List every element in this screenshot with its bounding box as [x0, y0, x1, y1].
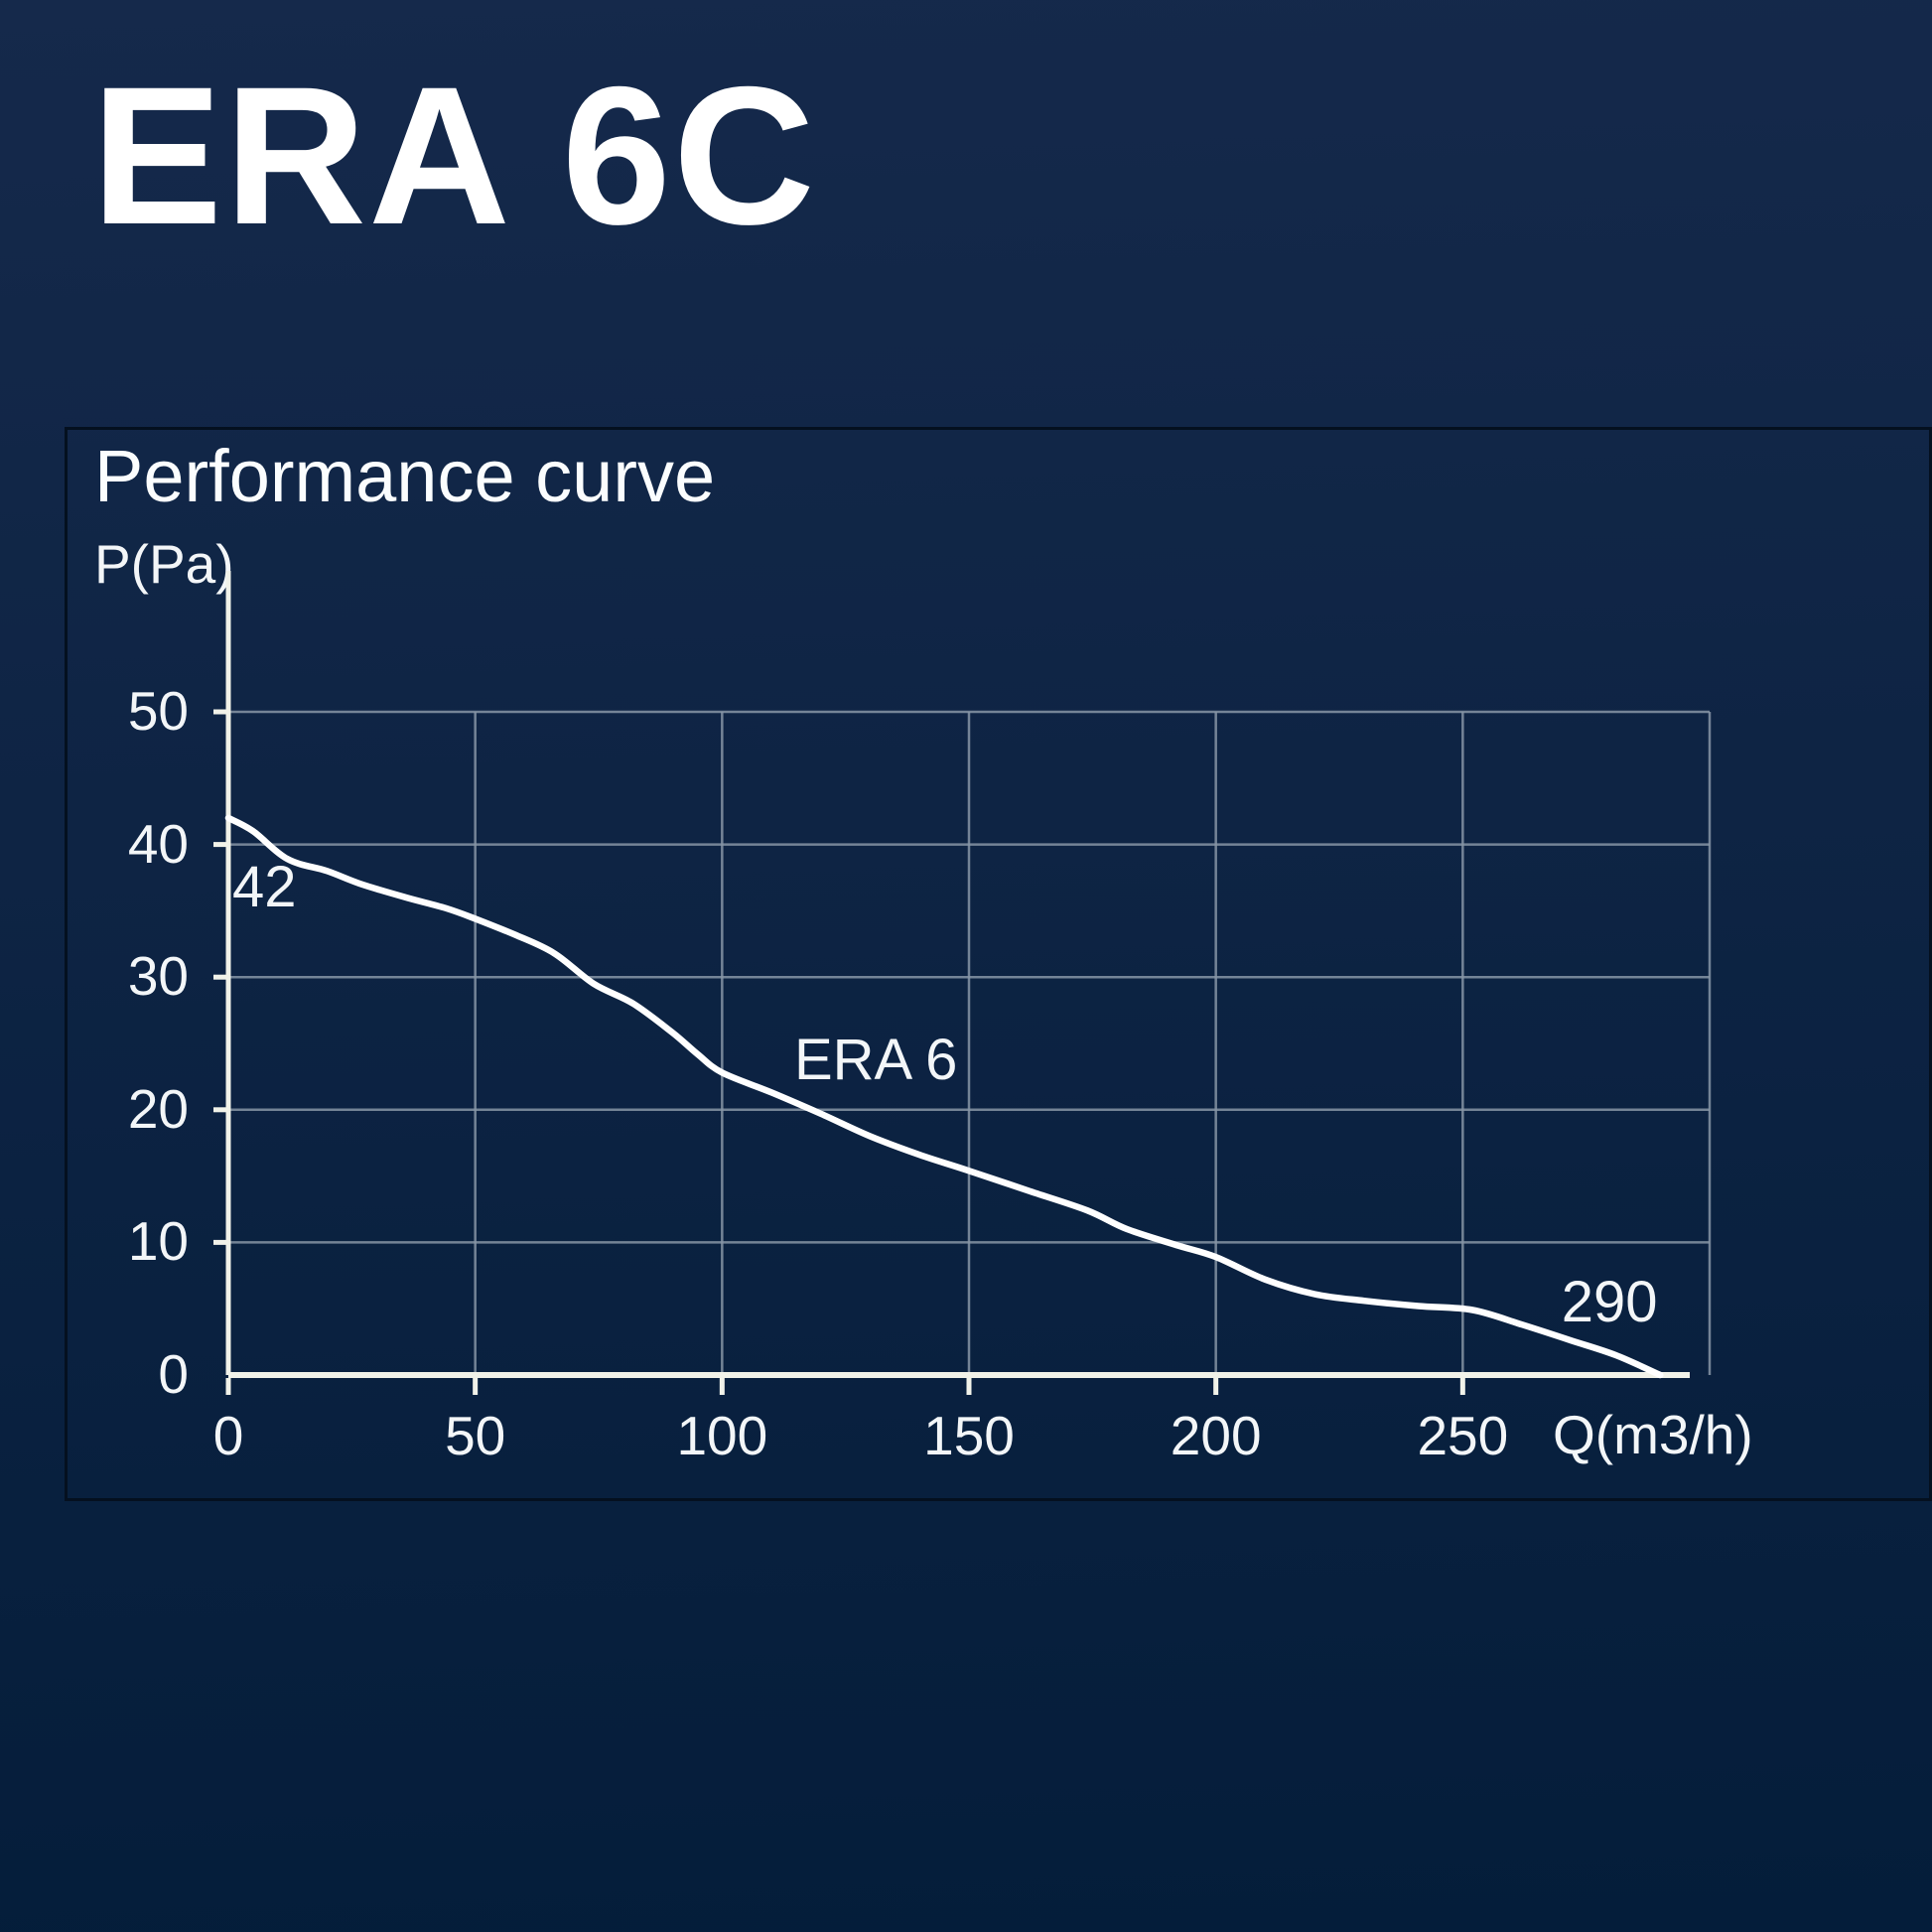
y-tick-label-0: 0 — [158, 1343, 189, 1405]
x-tick-label-250: 250 — [1417, 1405, 1509, 1466]
y-tick-label-40: 40 — [127, 812, 189, 875]
y-tick-label-10: 10 — [127, 1210, 189, 1273]
annotation-max-flow: 290 — [1561, 1270, 1658, 1335]
x-axis-unit-label: Q(m3/h) — [1553, 1404, 1753, 1465]
y-axis-unit-label: P(Pa) — [94, 533, 234, 595]
annotation-series-name: ERA 6 — [793, 1027, 958, 1092]
page-title: ERA 6C — [91, 46, 817, 265]
x-tick-label-50: 50 — [445, 1405, 506, 1466]
chart-title: Performance curve — [94, 435, 716, 517]
x-tick-label-150: 150 — [923, 1405, 1015, 1466]
y-tick-label-20: 20 — [127, 1077, 189, 1140]
x-tick-label-100: 100 — [676, 1405, 768, 1466]
y-tick-label-30: 30 — [127, 945, 189, 1008]
x-tick-label-200: 200 — [1170, 1405, 1262, 1466]
y-tick-label-50: 50 — [127, 680, 189, 742]
performance-curve-era-6 — [224, 814, 1664, 1379]
performance-curve-panel — [65, 427, 1932, 1501]
x-tick-label-0: 0 — [212, 1405, 244, 1466]
performance-chart-plot — [213, 571, 1712, 1395]
annotation-start-pressure: 42 — [231, 854, 297, 919]
